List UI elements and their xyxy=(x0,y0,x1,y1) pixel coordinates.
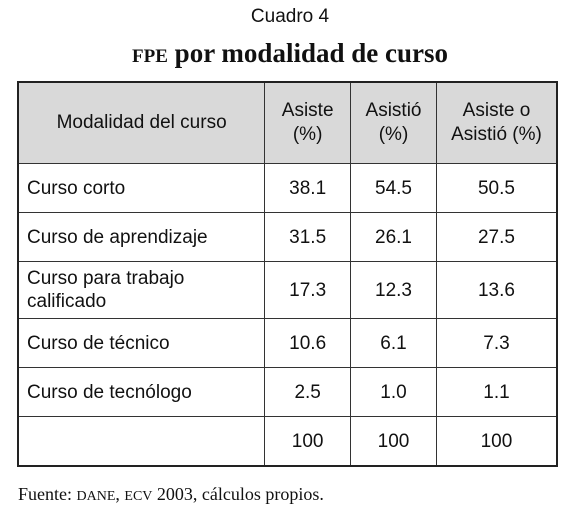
source-separator: , xyxy=(115,484,125,504)
cell-asiste-o-asistio: 13.6 xyxy=(435,261,558,319)
table-row: Curso corto 38.1 54.5 50.5 xyxy=(17,163,558,213)
cell-asiste-o-asistio: 50.5 xyxy=(435,163,558,213)
row-label: Curso de tecnólogo xyxy=(17,367,266,417)
cell-asiste-o-asistio: 7.3 xyxy=(435,318,558,368)
header-asiste: Asiste (%) xyxy=(264,81,352,164)
cell-asistio: 1.0 xyxy=(350,367,437,417)
cell-asistio: 100 xyxy=(350,416,437,467)
title-text: por modalidad de curso xyxy=(174,38,448,68)
table-row: Curso para trabajo calificado 17.3 12.3 … xyxy=(17,261,558,319)
source-prefix: Fuente: xyxy=(18,484,77,504)
title-abbreviation: FPE xyxy=(132,46,168,67)
cell-asiste-o-asistio: 27.5 xyxy=(435,212,558,262)
cell-asiste-o-asistio: 1.1 xyxy=(435,367,558,417)
row-label: Curso corto xyxy=(17,163,266,213)
row-label xyxy=(17,416,266,467)
table-total-row: 100 100 100 xyxy=(17,416,558,467)
source-rest: 2003, cálculos propios. xyxy=(152,484,324,504)
header-asistio: Asistió (%) xyxy=(350,81,437,164)
source-org-ecv: ECV xyxy=(124,489,153,504)
row-label: Curso de técnico xyxy=(17,318,266,368)
cell-asiste: 2.5 xyxy=(264,367,352,417)
cell-asistio: 26.1 xyxy=(350,212,437,262)
table-row: Curso de aprendizaje 31.5 26.1 27.5 xyxy=(17,212,558,262)
cell-asistio: 12.3 xyxy=(350,261,437,319)
table-header-row: Modalidad del curso Asiste (%) Asistió (… xyxy=(17,81,558,164)
cell-asiste: 38.1 xyxy=(264,163,352,213)
row-label: Curso de aprendizaje xyxy=(17,212,266,262)
table-title: FPE por modalidad de curso xyxy=(0,38,580,72)
source-note: Fuente: DANE, ECV 2003, cálculos propios… xyxy=(18,484,324,510)
header-asiste-o-asistio: Asiste o Asistió (%) xyxy=(435,81,558,164)
cell-asiste: 10.6 xyxy=(264,318,352,368)
table-row: Curso de tecnólogo 2.5 1.0 1.1 xyxy=(17,367,558,417)
cell-asistio: 54.5 xyxy=(350,163,437,213)
table-caption: Cuadro 4 xyxy=(250,6,330,27)
row-label: Curso para trabajo calificado xyxy=(17,261,266,319)
cell-asiste-o-asistio: 100 xyxy=(435,416,558,467)
header-modalidad: Modalidad del curso xyxy=(17,81,266,164)
data-table: Modalidad del curso Asiste (%) Asistió (… xyxy=(17,81,558,467)
cell-asiste: 17.3 xyxy=(264,261,352,319)
source-org-dane: DANE xyxy=(76,489,116,504)
cell-asiste: 100 xyxy=(264,416,352,467)
table-row: Curso de técnico 10.6 6.1 7.3 xyxy=(17,318,558,368)
cell-asiste: 31.5 xyxy=(264,212,352,262)
cell-asistio: 6.1 xyxy=(350,318,437,368)
